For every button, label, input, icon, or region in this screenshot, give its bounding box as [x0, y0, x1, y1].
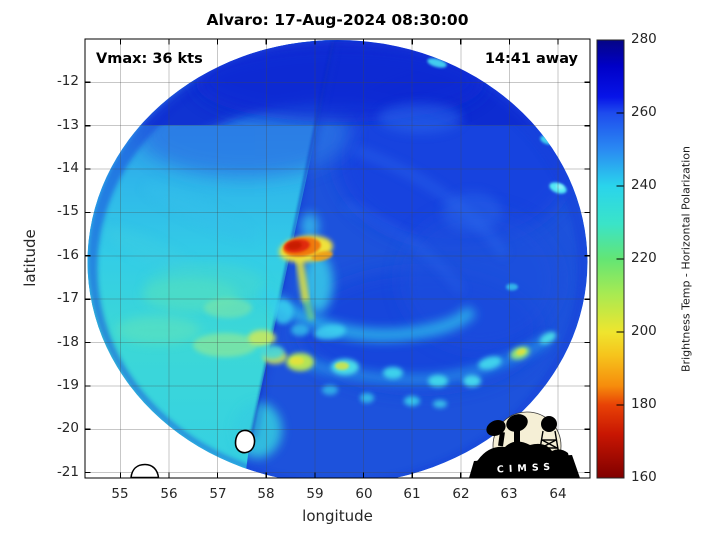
x-tick-label: 63: [500, 486, 518, 502]
x-tick-label: 56: [160, 486, 178, 502]
x-tick-label: 62: [452, 486, 470, 502]
colorbar-tick-label: 220: [631, 250, 657, 266]
y-tick-label: -20: [56, 420, 79, 436]
y-tick-label: -17: [56, 290, 79, 306]
coastline-contours: [130, 429, 256, 478]
microwave-swath-image: [87, 40, 588, 478]
colorbar-label: Brightness Temp - Horizontal Polarizatio…: [679, 146, 693, 372]
mauritius-contour: [234, 429, 256, 454]
x-tick-label: 61: [403, 486, 421, 502]
y-axis-label: latitude: [21, 229, 39, 287]
x-tick-label: 57: [209, 486, 227, 502]
y-tick-label: -18: [56, 334, 79, 350]
y-tick-label: -16: [56, 247, 79, 263]
cimss-logo: [469, 411, 580, 478]
colorbar-tick-label: 180: [631, 396, 657, 412]
colorbar-tick-label: 200: [631, 323, 657, 339]
x-tick-label: 64: [549, 486, 567, 502]
satellite-dishes-icon: [486, 414, 528, 447]
plot-title: Alvaro: 17-Aug-2024 08:30:00: [206, 11, 469, 29]
y-tick-label: -14: [56, 160, 79, 176]
vmax-annotation: Vmax: 36 kts: [96, 51, 203, 67]
axes-box: [84, 38, 591, 479]
time-offset-annotation: 14:41 away: [484, 51, 578, 67]
colorbar-tick-label: 260: [631, 104, 657, 120]
reunion-contour: [130, 463, 160, 478]
colorbar-tick-label: 280: [631, 31, 657, 47]
y-tick-label: -21: [56, 464, 79, 480]
x-tick-label: 58: [257, 486, 275, 502]
y-tick-label: -19: [56, 377, 79, 393]
y-tick-label: -13: [56, 117, 79, 133]
x-tick-label: 59: [306, 486, 324, 502]
logo-banner: [469, 455, 580, 478]
y-tick-label: -12: [56, 73, 79, 89]
colorbar: [596, 39, 625, 479]
colorbar-tick-label: 240: [631, 177, 657, 193]
y-tick-label: -15: [56, 203, 79, 219]
colorbar-tick-label: 160: [631, 469, 657, 485]
x-tick-label: 60: [355, 486, 373, 502]
x-tick-label: 55: [111, 486, 129, 502]
x-axis-label: longitude: [302, 507, 373, 525]
